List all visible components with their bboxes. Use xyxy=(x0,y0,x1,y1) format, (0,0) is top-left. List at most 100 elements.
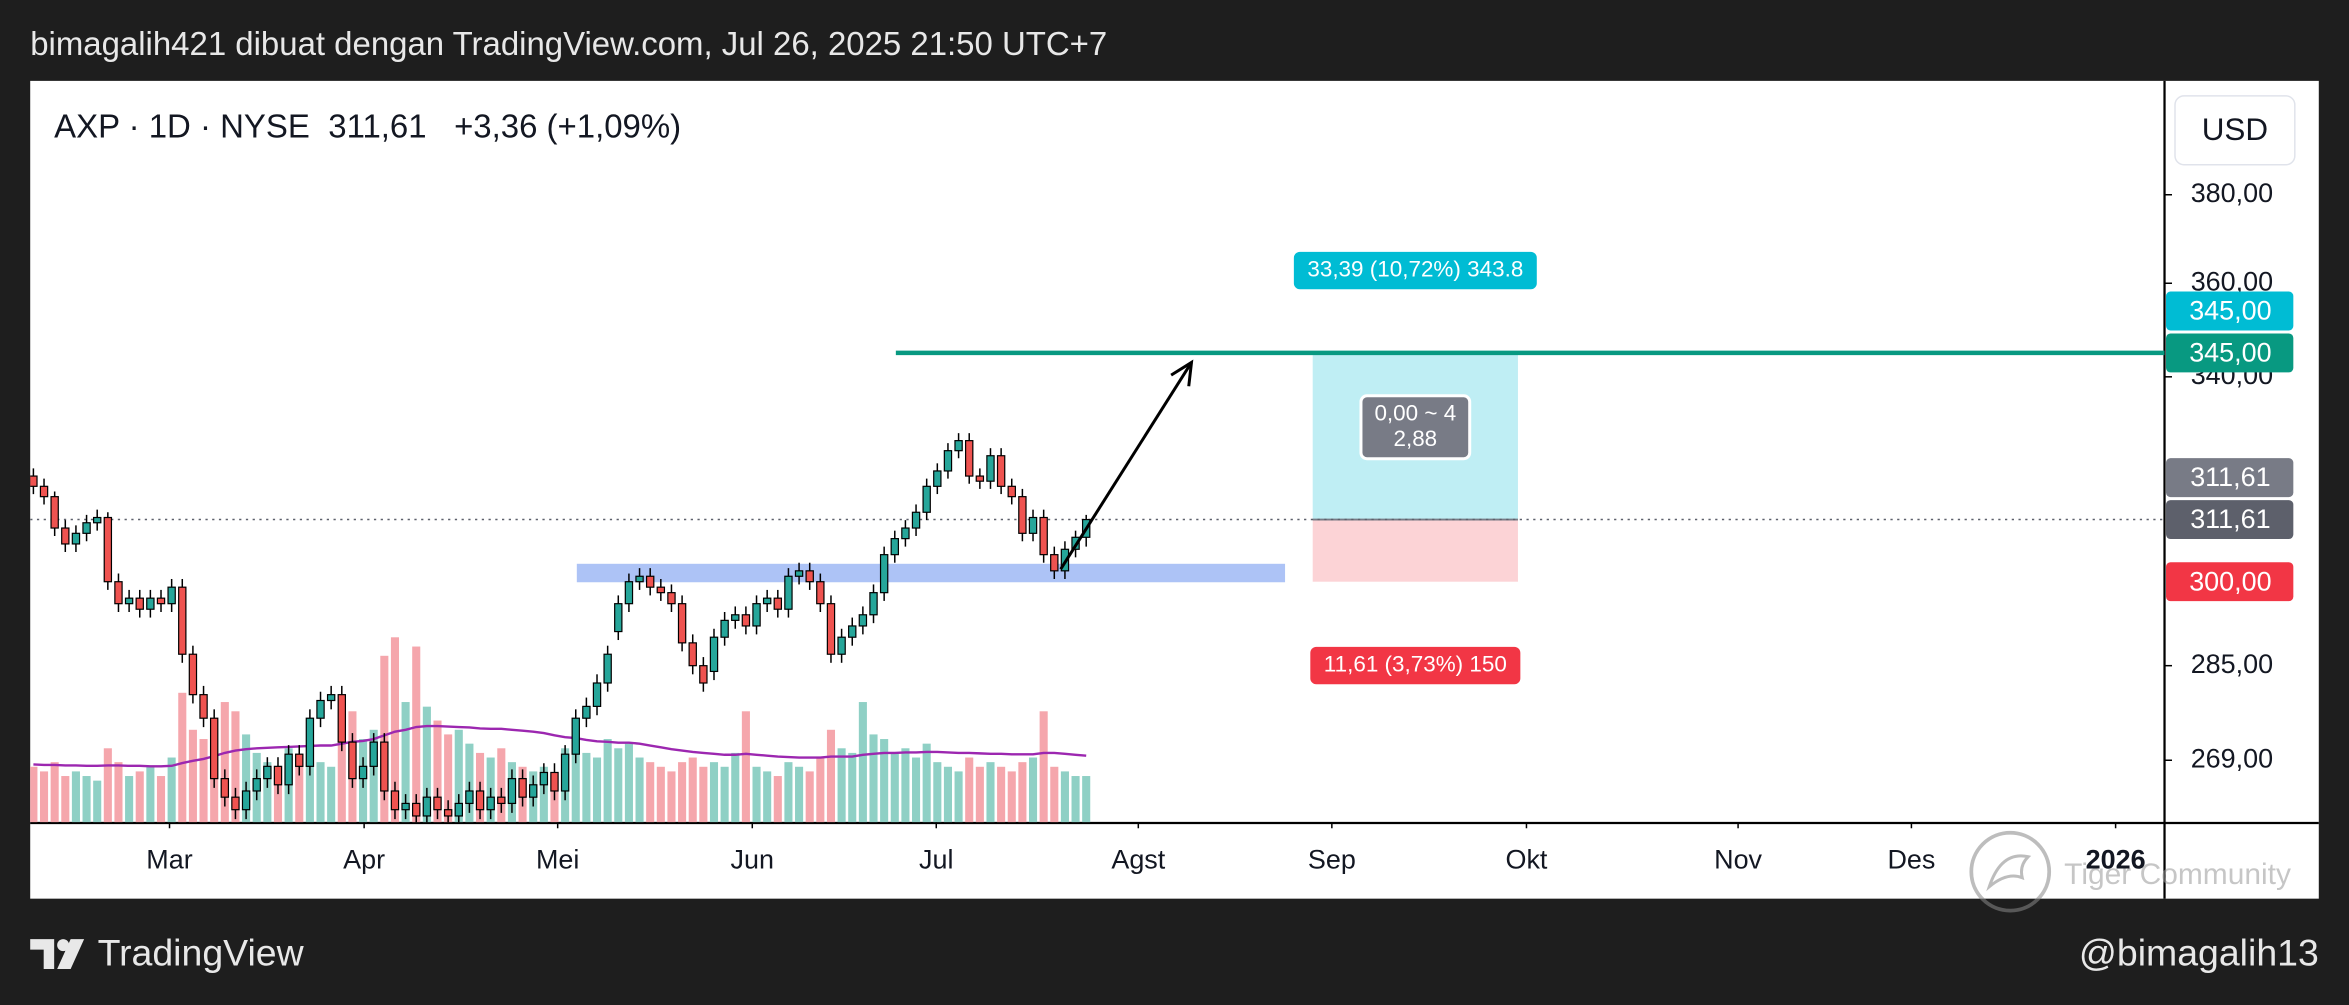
candle-body xyxy=(624,581,634,605)
volume-bar xyxy=(39,771,49,823)
volume-bar xyxy=(305,752,314,823)
x-tick-label: Agst xyxy=(1111,844,1165,874)
volume-bar xyxy=(752,766,761,823)
candle-body xyxy=(550,771,559,792)
volume-bar xyxy=(603,739,612,823)
logo-part xyxy=(30,939,55,970)
volume-bar xyxy=(156,776,166,823)
candle-body xyxy=(1018,496,1027,534)
volume-bar xyxy=(93,780,102,823)
arrow-head xyxy=(1170,359,1194,387)
legend-price: 311,61 xyxy=(328,108,426,145)
candle-body xyxy=(1028,516,1038,534)
candle-body xyxy=(688,642,697,667)
candle-body xyxy=(507,778,517,805)
candle-body xyxy=(103,516,113,583)
volume-bar xyxy=(178,692,187,823)
candle-body xyxy=(635,575,644,583)
candle-body xyxy=(720,619,729,638)
candle-body xyxy=(82,522,91,534)
volume-bar xyxy=(433,720,442,823)
candle-body xyxy=(890,538,899,556)
candle-body xyxy=(975,475,985,482)
volume-bar xyxy=(826,729,836,823)
candle-body xyxy=(348,741,357,780)
candle-body xyxy=(614,603,623,633)
candle-body xyxy=(677,603,687,644)
x-tick-label: Nov xyxy=(1714,844,1762,874)
price-badge xyxy=(2166,291,2294,331)
candle-body xyxy=(954,440,963,452)
candle-body xyxy=(475,790,485,811)
x-tick-label: Sep xyxy=(1308,844,1356,874)
price-badge xyxy=(2166,500,2294,540)
candle-body xyxy=(592,682,602,707)
volume-bar xyxy=(592,757,602,823)
volume-bar xyxy=(1050,766,1059,823)
watermark: Tiger Community xyxy=(1969,830,2291,913)
watermark-logo-mark xyxy=(1986,854,2032,892)
candle-body xyxy=(263,765,272,780)
price-badge-label: 300,00 xyxy=(2189,566,2271,596)
x-tick-label: Okt xyxy=(1506,844,1548,874)
logo-part xyxy=(57,939,85,970)
volume-bar xyxy=(422,706,431,823)
candle-body xyxy=(422,796,432,817)
volume-bar xyxy=(763,771,772,823)
volume-bar xyxy=(678,762,687,823)
volume-bar xyxy=(82,776,91,823)
candle-body xyxy=(784,575,793,610)
volume-bar xyxy=(986,762,995,823)
volume-bar xyxy=(795,766,804,823)
volume-bar xyxy=(146,766,155,823)
currency-box[interactable] xyxy=(2174,95,2296,166)
candle-body xyxy=(656,586,666,594)
volume-ma-line xyxy=(33,724,1087,768)
symbol: AXP · 1D · NYSE xyxy=(54,108,310,145)
candle-body xyxy=(412,802,421,817)
x-tick-label: Mei xyxy=(536,844,579,874)
volume-bar xyxy=(401,702,410,823)
volume-bar xyxy=(1007,771,1016,823)
volume-bar xyxy=(412,646,421,823)
currency: USD xyxy=(2202,112,2268,147)
position-center-label-bg xyxy=(1359,394,1472,461)
position-target-label-text: 33,39 (10,72%) 343.8 xyxy=(1307,256,1523,281)
brand-logo xyxy=(30,939,85,970)
volume-bar xyxy=(30,766,38,823)
volume-bar xyxy=(816,757,825,823)
candle-body xyxy=(114,581,123,605)
candle-body xyxy=(486,796,495,811)
position-target-label: 33,39 (10,72%) 343.8 xyxy=(1293,251,1537,290)
candle-body xyxy=(518,778,527,798)
candle-body xyxy=(454,802,463,817)
volume-bar xyxy=(231,711,240,823)
price-badge-label: 345,00 xyxy=(2189,296,2271,326)
candle-body xyxy=(209,717,219,780)
candle-body xyxy=(146,597,155,610)
x-tick-label: Jun xyxy=(731,844,774,874)
candle-body xyxy=(50,496,59,529)
candle-body xyxy=(762,597,772,605)
candle-body xyxy=(986,455,995,482)
candle-body xyxy=(284,753,293,786)
candle-body xyxy=(61,527,70,545)
candle-body xyxy=(390,790,400,811)
volume-bar xyxy=(731,752,740,823)
candle-body xyxy=(30,475,38,487)
volume-bar xyxy=(188,729,197,823)
candle-body xyxy=(305,717,315,767)
candle-body xyxy=(295,753,304,767)
x-tick-label: Jul xyxy=(919,844,953,874)
volume-bar xyxy=(263,762,272,823)
price-badge xyxy=(2166,562,2294,602)
candle-body xyxy=(837,636,846,655)
volume-bar xyxy=(997,766,1006,823)
volume-bar xyxy=(784,762,793,823)
y-tick-label: 269,00 xyxy=(2191,743,2273,773)
legend-change: +3,36 (+1,09%) xyxy=(454,108,681,145)
y-tick-label: 380,00 xyxy=(2191,178,2273,208)
price-badge xyxy=(2166,458,2294,498)
candle-body xyxy=(199,694,208,719)
